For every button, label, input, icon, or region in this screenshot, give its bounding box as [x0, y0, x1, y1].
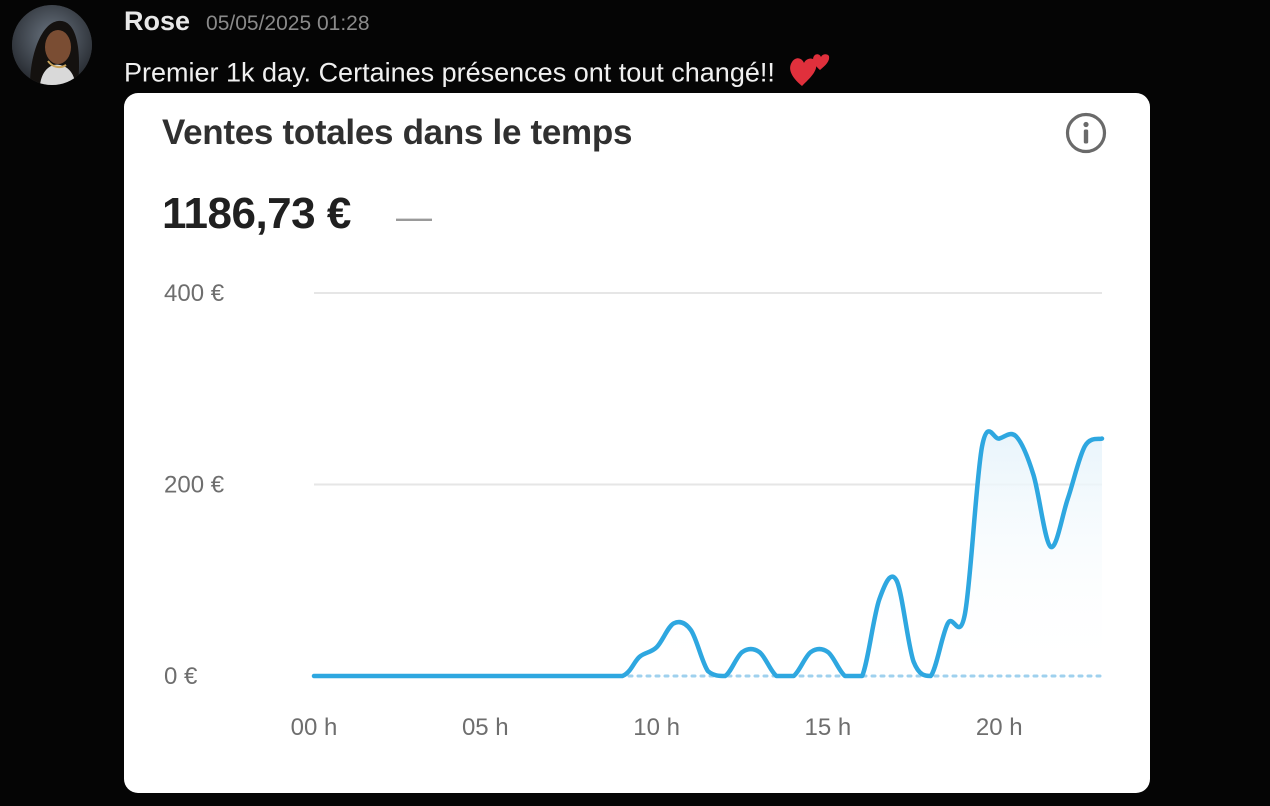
sales-chart-card: Ventes totales dans le temps 1186,73 € —…: [124, 93, 1150, 793]
avatar[interactable]: [12, 5, 92, 85]
two-hearts-icon: [788, 46, 834, 95]
x-axis-ticks: 00 h 05 h 10 h 15 h 20 h: [291, 714, 1023, 741]
message-timestamp: 05/05/2025 01:28: [206, 12, 370, 35]
chart-gridlines: [314, 292, 1102, 486]
message-text-row: Premier 1k day. Certaines présences ont …: [124, 50, 834, 99]
x-tick-label: 00 h: [291, 714, 338, 741]
y-tick-label: 400 €: [164, 280, 225, 307]
sales-series-line: [311, 429, 1105, 679]
y-tick-label: 200 €: [164, 472, 225, 499]
area-fill: [314, 431, 1102, 676]
user-avatar-photo: [12, 5, 92, 85]
message-header: Rose 05/05/2025 01:28: [124, 6, 370, 42]
y-axis-ticks: 0 € 200 € 400 €: [164, 280, 225, 690]
x-tick-label: 15 h: [805, 714, 852, 741]
x-tick-label: 10 h: [633, 714, 680, 741]
y-tick-label: 0 €: [164, 663, 198, 690]
x-tick-label: 05 h: [462, 714, 509, 741]
message-text: Premier 1k day. Certaines présences ont …: [124, 57, 775, 88]
author-name[interactable]: Rose: [124, 6, 191, 36]
x-tick-label: 20 h: [976, 714, 1023, 741]
change-indicator: —: [396, 196, 432, 237]
sales-line-chart: 0 € 200 € 400 € 00 h 05 h 10 h 15 h 20 h: [164, 280, 1105, 741]
total-sales-value: 1186,73 €: [162, 189, 351, 238]
chart-area-fill: [314, 431, 1102, 676]
card-title: Ventes totales dans le temps: [162, 113, 633, 152]
chart-series: [311, 429, 1105, 679]
info-icon[interactable]: [1064, 111, 1108, 155]
